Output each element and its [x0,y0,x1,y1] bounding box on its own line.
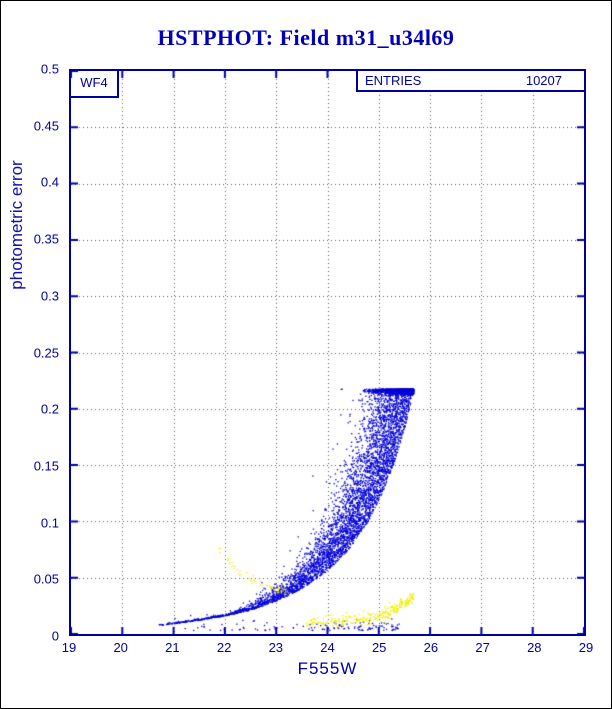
x-tick-labels: 19 20 21 22 23 24 25 26 27 28 29 [62,640,593,656]
x-tick-label-26: 26 [423,640,439,655]
y-tick-label-0.2: 0.2 [40,401,59,417]
entries-value: 10207 [525,73,562,88]
y-tick-label-0.5: 0.5 [40,61,59,77]
x-tick-label-29: 29 [578,640,594,655]
x-tick-label-25: 25 [371,640,387,655]
x-axis-label: F555W [297,659,358,678]
plot-frame: WF4 ENTRIES 10207 [69,69,586,636]
entries-stats-box: ENTRIES 10207 [356,71,584,92]
y-tick-label-0.15: 0.15 [33,458,59,474]
x-tick-label-28: 28 [527,640,542,655]
entries-label: ENTRIES [365,73,422,88]
page-title: HSTPHOT: Field m31_u34l69 [157,25,455,50]
x-tick-label-24: 24 [320,640,335,655]
y-tick-label-0.45: 0.45 [33,118,59,134]
x-tick-label-21: 21 [165,640,180,655]
x-tick-label-19: 19 [61,640,77,655]
y-tick-labels: 0 0.05 0.1 0.15 0.2 0.25 0.3 0.35 0.4 0.45 0.5 [1,62,63,644]
y-tick-label-0.25: 0.25 [33,345,59,360]
y-tick-label-0.1: 0.1 [40,515,59,531]
y-tick-label-0.05: 0.05 [33,571,59,587]
x-tick-label-23: 23 [268,640,284,655]
x-tick-label-20: 20 [113,640,128,655]
scatter-chart-canvas [71,71,584,634]
y-tick-label-0: 0 [51,628,59,644]
y-tick-label-0.35: 0.35 [33,231,59,247]
y-tick-label-0.4: 0.4 [40,174,59,190]
y-tick-label-0.3: 0.3 [40,288,59,304]
x-tick-label-27: 27 [475,640,490,655]
x-tick-label-22: 22 [216,640,232,655]
camera-chip-label: WF4 [71,71,119,98]
